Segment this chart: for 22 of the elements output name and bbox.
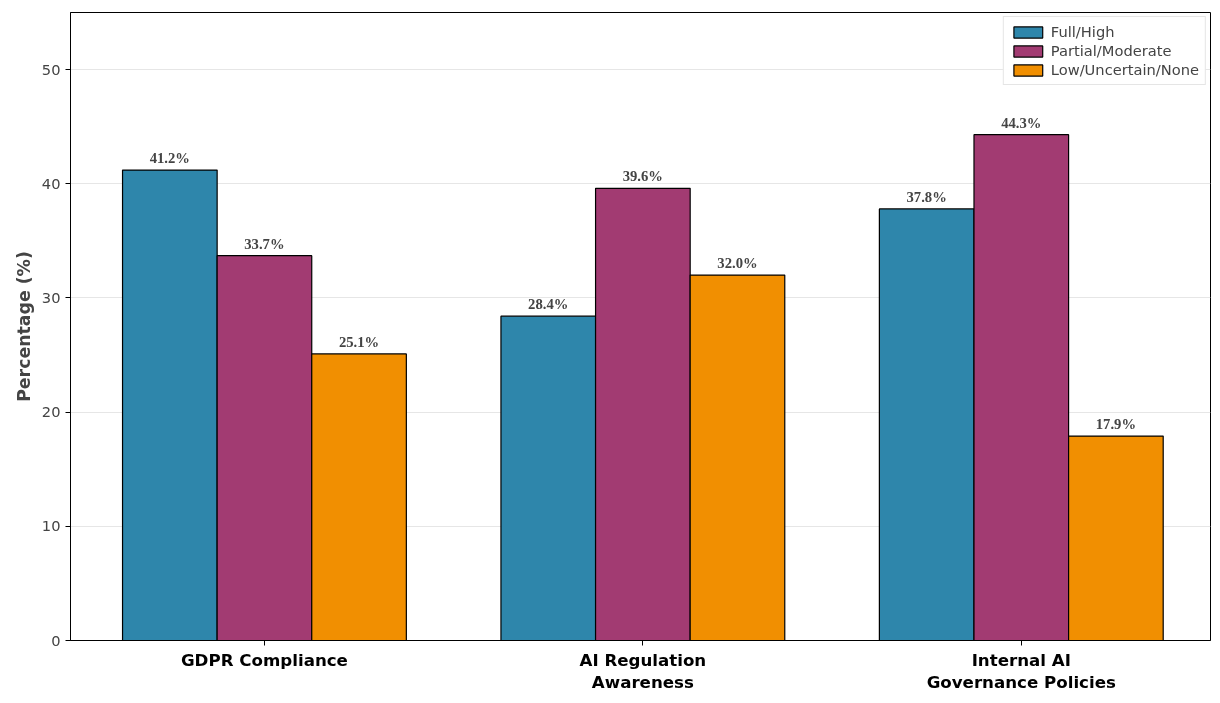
y-tick-label: 40 [41,174,61,192]
text: 25.1% [338,333,380,350]
text: 32.0% [717,255,758,272]
y-tick-label: 0 [51,631,61,649]
text: 33.7% [244,235,285,252]
legend-label: Partial/Moderate [1050,42,1172,59]
y-tick-label: 20 [41,403,61,421]
x-tick-label: GDPR Compliance [180,650,348,670]
text: 17.9% [1095,416,1137,433]
y-axis-title: Percentage (%) [13,251,34,402]
legend-label: Low/Uncertain/None [1050,61,1199,78]
text: 28.4% [528,296,569,313]
x-tick-label: AI Regulation Awareness [579,650,707,693]
y-tick-label: 30 [41,288,61,306]
text: 41.2% [149,150,190,167]
legend-label: Full/High [1050,23,1115,40]
text: 44.3% [1001,114,1042,131]
text: 39.6% [622,168,664,185]
text: 37.8% [906,188,947,205]
y-tick-label: 50 [41,60,61,78]
x-tick-label: Internal AI Governance Policies [926,650,1117,693]
y-tick-label: 10 [41,517,61,535]
